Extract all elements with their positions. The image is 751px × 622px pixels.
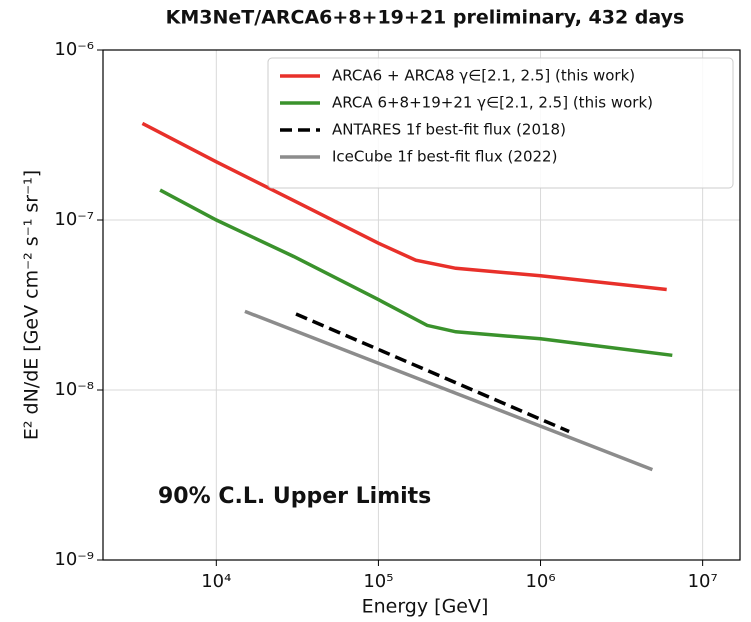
y-axis-label: E² dN/dE [GeV cm⁻² s⁻¹ sr⁻¹]	[21, 170, 43, 440]
legend-box	[267, 57, 734, 189]
legend-label: ANTARES 1f best-fit flux (2018)	[332, 121, 566, 139]
y-tick-label: 10⁻⁸	[54, 379, 94, 400]
chart-title: KM3NeT/ARCA6+8+19+21 preliminary, 432 da…	[166, 7, 685, 29]
plot-frame	[102, 49, 741, 561]
y-tick-label: 10⁻⁹	[54, 549, 94, 570]
x-tick-label: 10⁵	[363, 571, 393, 592]
y-tick-label: 10⁻⁶	[54, 39, 94, 60]
series-line	[244, 309, 654, 472]
series-line	[159, 188, 673, 358]
legend-label: IceCube 1f best-fit flux (2022)	[332, 148, 557, 166]
legend-label: ARCA 6+8+19+21 γ∈[2.1, 2.5] (this work)	[332, 94, 653, 112]
x-tick-label: 10⁶	[525, 571, 555, 592]
annotation: 90% C.L. Upper Limits	[158, 484, 431, 509]
x-tick-label: 10⁷	[688, 571, 718, 592]
y-tick-label: 10⁻⁷	[54, 209, 94, 230]
series-line	[141, 121, 667, 292]
x-tick-label: 10⁴	[201, 571, 231, 592]
series-line	[295, 312, 570, 434]
x-axis-label: Energy [GeV]	[362, 596, 489, 618]
legend-label: ARCA6 + ARCA8 γ∈[2.1, 2.5] (this work)	[332, 67, 635, 85]
